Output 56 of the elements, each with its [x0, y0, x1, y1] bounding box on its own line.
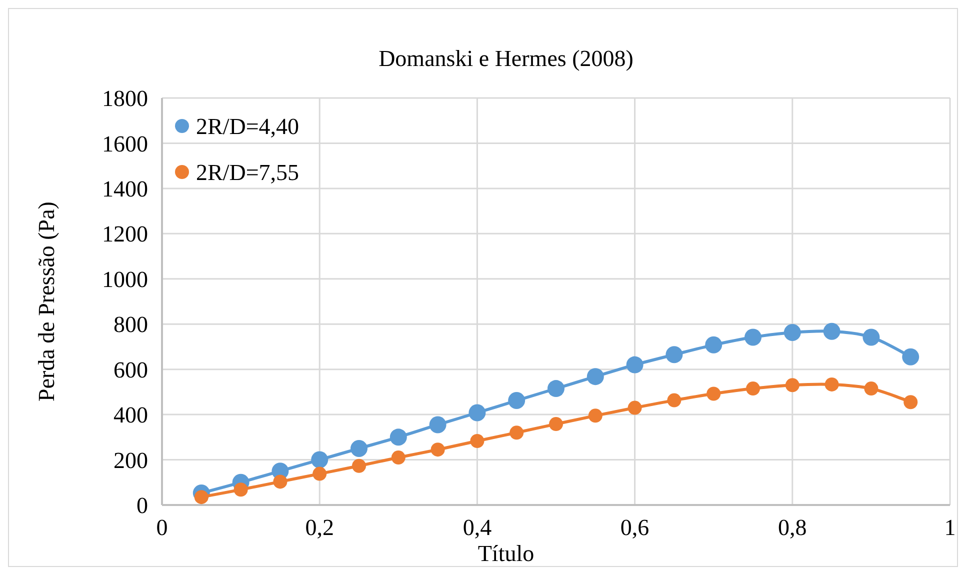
point: [823, 322, 840, 340]
point: [549, 417, 563, 432]
point: [390, 428, 407, 446]
y-tick-label: 1000: [102, 266, 148, 292]
x-axis-title: Título: [478, 541, 534, 566]
x-tick-label: 0,8: [778, 515, 807, 540]
x-tick-label: 0,6: [620, 515, 650, 540]
y-tick-label: 1800: [102, 86, 148, 112]
point: [352, 458, 366, 473]
point: [904, 395, 918, 410]
point: [902, 348, 920, 366]
point: [864, 382, 878, 396]
point: [350, 440, 368, 457]
legend-label: 2R/D=7,55: [196, 160, 300, 186]
point: [706, 386, 721, 401]
point: [312, 466, 327, 481]
point: [391, 450, 406, 465]
chart-title: Domanski e Hermes (2008): [378, 46, 634, 71]
point: [862, 328, 880, 346]
y-tick-label: 800: [114, 312, 148, 338]
point: [586, 368, 604, 386]
point: [628, 400, 642, 415]
point: [746, 382, 760, 396]
point: [470, 434, 484, 448]
x-tick-label: 1: [944, 515, 956, 540]
point: [508, 392, 526, 410]
point: [588, 408, 602, 423]
point: [548, 380, 564, 398]
y-tick-label: 1600: [102, 131, 148, 156]
point: [311, 451, 328, 468]
legend-label: 2R/D=4,40: [196, 114, 300, 140]
point: [510, 426, 524, 440]
point: [429, 416, 446, 434]
point: [705, 336, 722, 354]
point: [273, 474, 288, 489]
point: [784, 324, 801, 341]
point: [430, 442, 445, 457]
point: [667, 393, 682, 408]
point: [468, 404, 486, 422]
point: [194, 490, 208, 504]
x-tick-label: 0: [156, 515, 168, 540]
y-tick-label: 1400: [102, 176, 148, 202]
y-tick-label: 0: [136, 493, 148, 518]
point: [744, 328, 762, 346]
point: [785, 378, 800, 392]
y-tick-label: 1200: [102, 222, 148, 247]
y-tick-label: 200: [114, 448, 148, 473]
point: [824, 377, 839, 392]
y-tick-label: 400: [114, 402, 148, 428]
point: [234, 482, 248, 497]
y-tick-label: 600: [114, 357, 148, 382]
x-tick-label: 0,4: [462, 515, 492, 540]
point: [666, 346, 683, 364]
y-axis-title: Perda de Pressão (Pa): [34, 202, 59, 402]
point: [626, 356, 644, 374]
x-tick-label: 0,2: [305, 515, 334, 540]
